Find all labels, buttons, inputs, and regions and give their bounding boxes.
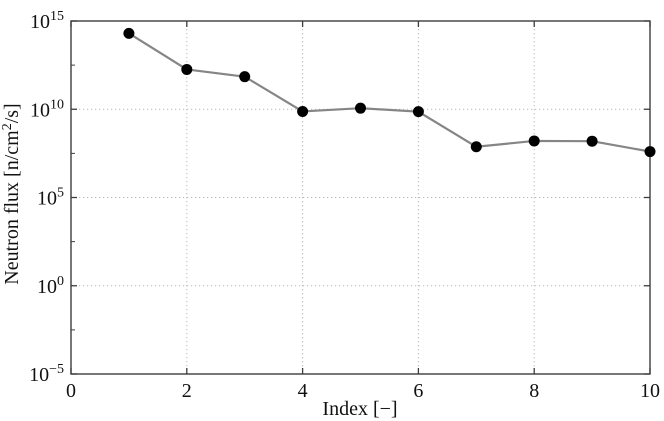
data-point (470, 141, 482, 153)
data-point (528, 135, 540, 147)
data-point (297, 105, 309, 117)
x-tick-label: 6 (413, 380, 423, 402)
y-axis-label-prefix: Neutron flux [n/cm (1, 130, 23, 285)
y-tick-label: 105 (37, 186, 64, 210)
y-axis-label-suffix: /s] (1, 103, 23, 123)
y-axis-label-superscript: 2 (0, 123, 15, 130)
x-tick-label: 0 (66, 380, 76, 402)
y-axis-label: Neutron flux [n/cm2/s] (0, 103, 23, 284)
series-line (128, 32, 651, 153)
x-tick-label: 10 (640, 380, 660, 402)
tick-label-layer: 0 2 4 6 8 10 1015 1010 105 100 10−5 (29, 9, 660, 402)
x-tick-label: 2 (182, 380, 192, 402)
y-tick-label: 1010 (30, 97, 64, 121)
data-point (239, 71, 251, 83)
x-tick-label: 4 (298, 380, 308, 402)
x-axis-label: Index [−] (322, 398, 397, 420)
plot-frame (70, 20, 651, 375)
data-point (644, 146, 656, 158)
data-point (586, 135, 598, 147)
y-tick-label: 100 (37, 274, 64, 298)
x-tick-label: 8 (529, 380, 539, 402)
data-point (181, 63, 193, 75)
y-tick-label: 10−5 (29, 362, 64, 386)
data-point (355, 102, 366, 114)
series-layer (123, 27, 656, 158)
data-point (412, 106, 424, 118)
data-point (123, 27, 135, 39)
grid-layer (71, 21, 650, 374)
y-tick-label: 1015 (30, 9, 64, 33)
